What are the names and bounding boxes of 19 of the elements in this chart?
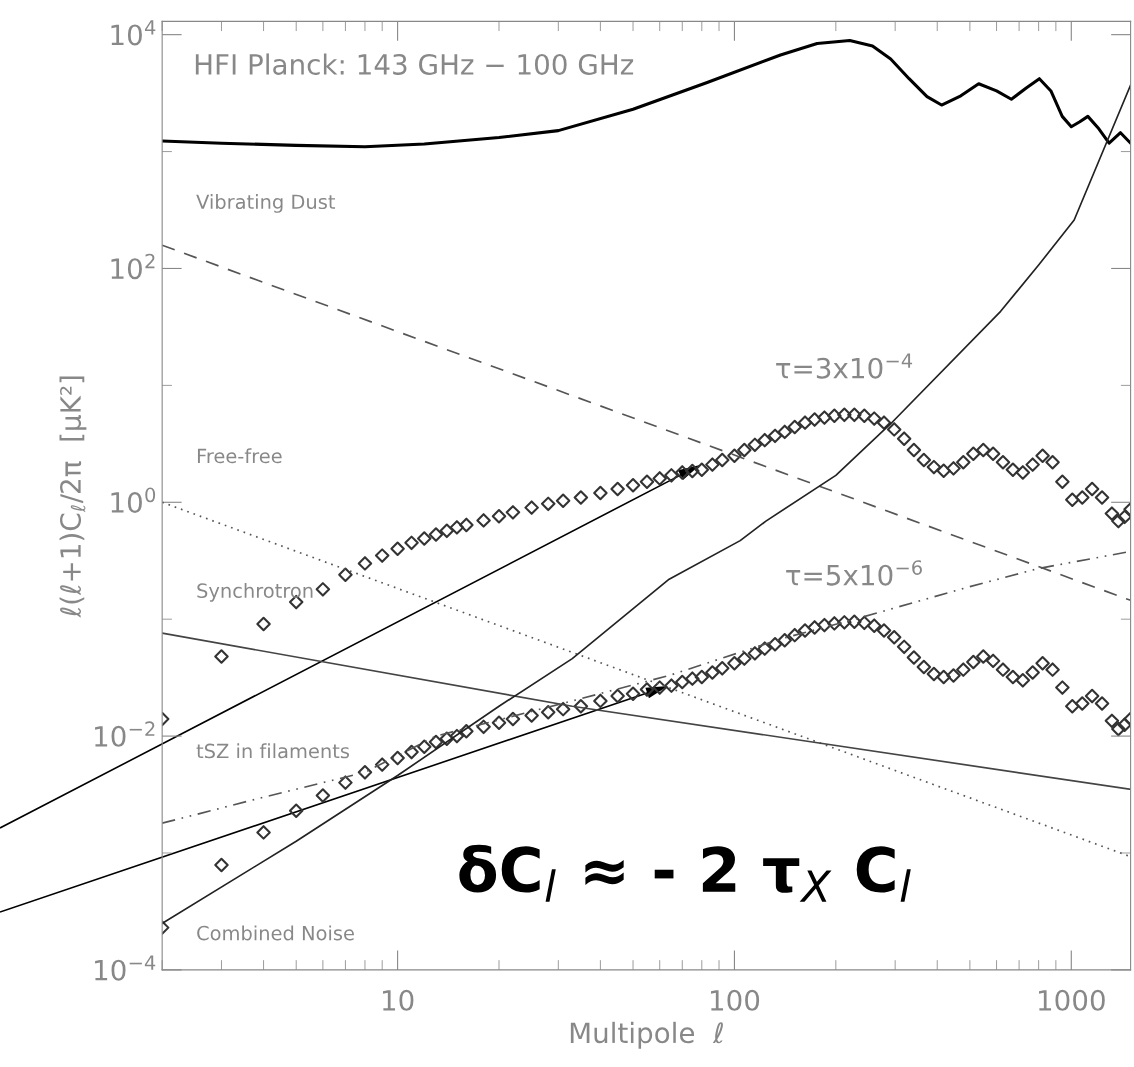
y-axis-title: ℓ(ℓ+1)C$_{ℓ}$/2π [μK²] xyxy=(59,376,87,618)
annotation: δC$_{l}$ ≈ - 2 τ$_{X}$ C$_{l}$ xyxy=(459,844,911,902)
x-tick-label: 10 xyxy=(382,989,414,1011)
y-tick-label: 10$^{−4}$ xyxy=(95,955,156,981)
annotation: Synchrotron xyxy=(197,582,313,602)
y-tick-label: 10$^{0}$ xyxy=(111,487,156,514)
annotation: Combined Noise xyxy=(197,925,354,941)
series-label: τ=3x10$^{−4}$ xyxy=(776,353,913,379)
annotation: Free-free xyxy=(197,448,282,464)
annotation: tSZ in filaments xyxy=(196,743,350,759)
y-tick-label: 10$^{−2}$ xyxy=(95,721,155,747)
y-tick-label: 10$^{4}$ xyxy=(111,20,156,46)
x-axis-title: Multipole ℓ xyxy=(570,1021,723,1049)
annotation: Vibrating Dust xyxy=(196,194,336,213)
y-tick-label: 10$^{2}$ xyxy=(111,253,155,280)
x-tick-label: 100 xyxy=(710,989,760,1011)
x-tick-label: 1000 xyxy=(1038,989,1105,1011)
series-label: τ=5x10$^{−6}$ xyxy=(786,560,922,586)
text: HFI Planck: 143 GHz − 100 GHz xyxy=(195,53,634,75)
